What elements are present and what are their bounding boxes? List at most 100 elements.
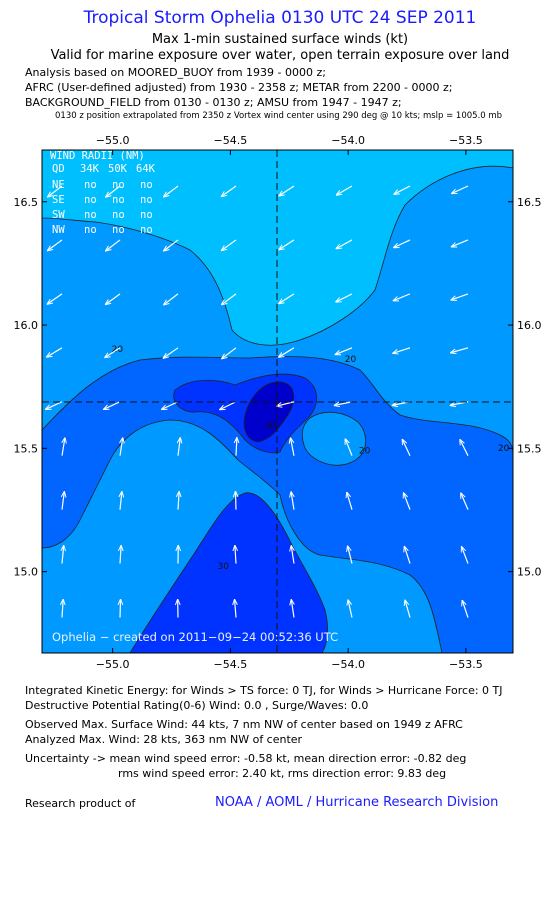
wind-vector [336, 239, 353, 249]
contour-band-20-30 [42, 356, 513, 653]
wind-radii-row-nw-34k: no [84, 224, 97, 236]
ike-line: Integrated Kinetic Energy: for Winds > T… [25, 684, 503, 697]
page-title: Tropical Storm Ophelia 0130 UTC 24 SEP 2… [83, 8, 477, 28]
wind-vector [291, 546, 294, 564]
x-tick-label-top: −54.5 [214, 134, 248, 147]
wind-vector [222, 347, 237, 359]
x-tick-label-bottom: −54.5 [214, 658, 248, 670]
contour-label: 20 [112, 345, 124, 355]
wind-vector [105, 293, 121, 305]
wind-radii-header-50k: 50K [108, 163, 128, 175]
afrc-sources-line: AFRC (User-defined adjusted) from 1930 -… [25, 81, 453, 94]
wind-vector [402, 439, 411, 456]
wind-radii-header-64k: 64K [136, 163, 156, 175]
wind-vector [451, 293, 469, 300]
contour-label: 20 [498, 444, 510, 454]
wind-radii-title: WIND RADII (NM) [50, 150, 145, 162]
wind-vector [106, 239, 121, 251]
wind-radii-row-se-50k: no [112, 194, 125, 206]
wind-radii-header-34k: 34K [80, 163, 100, 175]
wind-radii-row-sw-34k: no [84, 209, 97, 221]
wind-vector [393, 347, 411, 353]
wind-vector [348, 546, 353, 564]
wind-vector [279, 347, 295, 357]
wind-vector [104, 401, 121, 410]
wind-vector [120, 546, 121, 564]
wind-radii-row-sw-quadrant: SW [52, 209, 65, 221]
contour-band-20-30-inner [301, 411, 366, 466]
wind-radii-row-sw-50k: no [112, 209, 125, 221]
background-sources-line: BACKGROUND_FIELD from 0130 - 0130 z; AMS… [25, 96, 402, 109]
wind-vector [162, 401, 179, 410]
wind-radii-row-nw-64k: no [140, 224, 153, 236]
position-note: 0130 z position extrapolated from 2350 z… [55, 111, 503, 121]
wind-radii-row-sw-64k: no [140, 209, 153, 221]
noaa-link[interactable]: NOAA / AOML / Hurricane Research Divisio… [215, 795, 499, 810]
wind-vector [47, 293, 63, 304]
wind-radii-row-nw-quadrant: NW [52, 224, 65, 236]
wind-vector [451, 347, 469, 353]
y-tick-label-right: 15.0 [517, 566, 542, 579]
wind-vector [335, 347, 353, 355]
wind-vector [221, 185, 237, 196]
wind-vector [290, 438, 295, 456]
wind-radii-row-se-34k: no [84, 194, 97, 206]
wind-vector [46, 401, 63, 410]
wind-vector [279, 185, 295, 196]
wind-vector [394, 185, 411, 194]
wind-radii-row-se-64k: no [140, 194, 153, 206]
subtitle-exposure: Valid for marine exposure over water, op… [50, 48, 510, 63]
subtitle-winds: Max 1-min sustained surface winds (kt) [151, 32, 409, 47]
x-tick-label-top: −53.5 [449, 134, 483, 147]
wind-vector [460, 440, 469, 456]
wind-vector [105, 347, 121, 358]
wind-vector [62, 600, 63, 618]
wind-vector [62, 492, 64, 510]
wind-vector [120, 492, 122, 510]
wind-radii-row-ne-64k: no [140, 179, 153, 191]
wind-vector [178, 438, 180, 456]
wind-vector [451, 239, 469, 247]
dpr-line: Destructive Potential Rating(0-6) Wind: … [25, 699, 369, 712]
wind-vector [461, 493, 469, 510]
analyzed-max-wind: Analyzed Max. Wind: 28 kts, 363 nm NW of… [25, 733, 303, 746]
uncertainty-rms: rms wind speed error: 2.40 kt, rms direc… [118, 767, 447, 780]
x-tick-label-top: −55.0 [96, 134, 130, 147]
wind-vector [279, 239, 295, 250]
x-tick-label-bottom: −55.0 [96, 658, 130, 670]
wind-vector [164, 239, 179, 251]
wind-vector [345, 439, 353, 456]
wind-radii-row-ne-34k: no [84, 179, 97, 191]
wind-vector [462, 600, 469, 618]
wind-vector [291, 492, 294, 510]
wind-vector [164, 293, 179, 305]
wind-vector [106, 185, 121, 197]
observed-max-wind: Observed Max. Surface Wind: 44 kts, 7 nm… [25, 718, 463, 731]
wind-vector [47, 347, 63, 357]
y-tick-label-right: 16.5 [517, 196, 542, 209]
wind-vector [222, 293, 237, 305]
wind-vector [277, 401, 295, 406]
wind-vector [462, 547, 469, 564]
wind-vector [62, 438, 65, 456]
research-product-label: Research product of [25, 797, 136, 810]
analysis-sources-line: Analysis based on MOORED_BUOY from 1939 … [25, 66, 326, 79]
contour-label: 30 [218, 562, 230, 572]
wind-vector [404, 546, 411, 564]
contour-band-40-plus [243, 381, 295, 443]
wind-vector [452, 185, 469, 193]
wind-vector [291, 600, 294, 618]
wind-vector [178, 492, 179, 510]
wind-vector [236, 438, 237, 456]
wind-analysis-chart: 20 20 20 30 20 30 WIND RADII (NM) QD 34K 50K … [14, 134, 542, 670]
contour-label: 20 [345, 355, 357, 365]
wind-vector [394, 239, 411, 248]
contour-band-30-40-south [129, 492, 328, 653]
wind-vector [279, 293, 295, 304]
wind-vector [336, 293, 353, 302]
wind-radii-row-se-quadrant: SE [52, 194, 65, 206]
x-tick-label-bottom: −53.5 [449, 658, 483, 670]
wind-vector [404, 493, 411, 510]
wind-vector [220, 401, 237, 410]
wind-vector [334, 401, 353, 406]
